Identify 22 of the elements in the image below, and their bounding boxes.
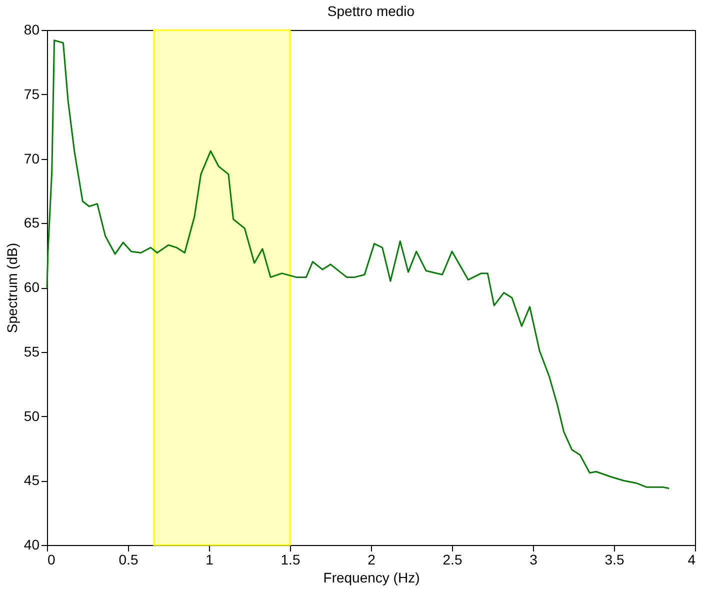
line-series: [46, 40, 670, 490]
y-tick-label: 80: [24, 22, 40, 38]
x-tick-label: 3: [530, 552, 538, 568]
y-tick-label: 60: [24, 279, 40, 295]
x-tick-label: 0: [48, 552, 56, 568]
y-tick-label: 55: [24, 343, 40, 360]
x-tick-label: 1.5: [280, 552, 300, 568]
x-tick-label: 0.5: [118, 552, 138, 568]
x-tick-label: 2.5: [442, 552, 462, 568]
y-tick-label: 50: [24, 408, 40, 424]
x-tick-label: 2: [368, 552, 376, 568]
y-tick-label: 75: [24, 86, 40, 102]
y-tick-label: 40: [24, 536, 40, 552]
y-tick-label: 65: [24, 214, 40, 231]
y-tick-label: 45: [24, 472, 40, 488]
x-tick-label: 1: [206, 552, 214, 568]
chart-title: Spettro medio: [327, 3, 415, 19]
x-axis-title: Frequency (Hz): [323, 570, 420, 586]
y-axis-title: Spectrum (dB): [4, 242, 20, 334]
y-tick-label: 70: [24, 150, 40, 166]
x-tick-label: 3.5: [604, 552, 624, 568]
x-tick-label: 4: [688, 552, 696, 568]
